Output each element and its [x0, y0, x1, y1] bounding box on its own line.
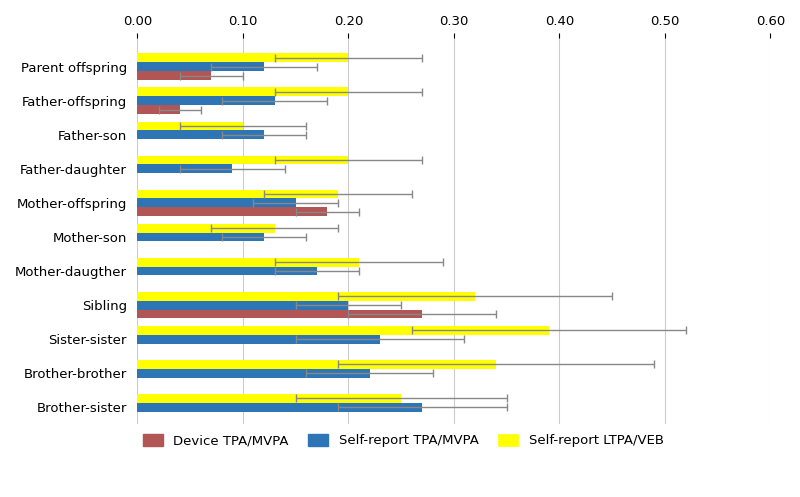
Bar — [138, 53, 349, 62]
Bar — [138, 207, 327, 216]
Bar — [138, 258, 359, 266]
Bar — [138, 360, 496, 369]
Bar — [138, 224, 274, 233]
Bar — [138, 62, 264, 71]
Bar — [138, 165, 232, 173]
Bar — [138, 198, 296, 207]
Bar — [138, 403, 422, 412]
Bar — [138, 105, 180, 114]
Bar — [138, 394, 401, 403]
Bar — [138, 122, 243, 130]
Bar — [138, 292, 475, 301]
Bar — [138, 335, 380, 343]
Bar — [138, 369, 370, 378]
Bar — [138, 301, 349, 310]
Bar — [138, 233, 264, 242]
Bar — [138, 156, 349, 165]
Bar — [138, 326, 549, 335]
Bar — [138, 310, 422, 319]
Bar — [138, 190, 338, 198]
Bar — [138, 266, 317, 275]
Bar — [138, 87, 349, 96]
Bar — [138, 71, 211, 80]
Bar — [138, 130, 264, 139]
Bar — [138, 96, 274, 105]
Legend: Device TPA/MVPA, Self-report TPA/MVPA, Self-report LTPA/VEB: Device TPA/MVPA, Self-report TPA/MVPA, S… — [138, 428, 669, 453]
